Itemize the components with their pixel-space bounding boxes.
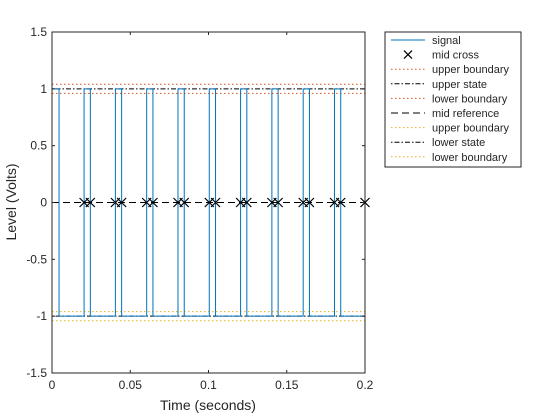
y-tick-label: -1.5: [26, 366, 47, 380]
mid-cross-markers: [79, 197, 370, 208]
legend-label: upper boundary: [432, 64, 510, 76]
y-axis: -1.5 -1 -0.5 0 0.5 1 1.5: [26, 25, 365, 380]
legend-entry: upper boundary: [391, 123, 510, 135]
x-tick-label: 0.2: [357, 378, 374, 392]
legend-label: lower state: [432, 137, 485, 149]
legend-label: upper state: [432, 79, 487, 91]
y-tick-label: 1: [40, 82, 47, 96]
x-tick-label: 0.05: [119, 378, 143, 392]
legend-label: lower boundary: [432, 152, 508, 164]
legend-label: upper boundary: [432, 123, 510, 135]
mid-cross-marker: [241, 197, 252, 208]
legend-entry: signal: [391, 35, 461, 47]
legend: signal mid cross upper boundary upper state…: [384, 31, 522, 168]
legend-entry: upper boundary: [391, 64, 510, 76]
y-tick-label: 0.5: [30, 139, 47, 153]
signal-series: [52, 88, 365, 317]
mid-cross-marker: [304, 197, 315, 208]
x-tick-label: 0.15: [275, 378, 299, 392]
legend-label: lower boundary: [432, 93, 508, 105]
x-axis: 0 0.05 0.1 0.15 0.2: [49, 32, 374, 392]
legend-entry: mid reference: [391, 108, 499, 120]
legend-label: mid cross: [432, 50, 480, 62]
x-tick-label: 0: [49, 378, 56, 392]
legend-entry: lower boundary: [391, 93, 508, 105]
legend-entry: upper state: [391, 79, 487, 91]
signal-line: [52, 88, 365, 317]
legend-entry: mid cross: [403, 50, 480, 62]
y-tick-label: -1: [36, 309, 47, 323]
mid-cross-marker: [179, 197, 190, 208]
mid-cross-marker: [148, 197, 158, 208]
mid-cross-marker: [85, 197, 96, 208]
x-axis-label: Time (seconds): [160, 397, 256, 413]
legend-label: signal: [432, 35, 461, 47]
y-tick-label: 1.5: [30, 25, 47, 39]
mid-cross-marker: [335, 197, 346, 208]
legend-label: mid reference: [432, 108, 499, 120]
y-axis-label: Level (Volts): [3, 163, 19, 240]
mid-cross-marker: [116, 197, 127, 208]
y-tick-label: -0.5: [26, 252, 47, 266]
legend-entry: lower state: [391, 137, 485, 149]
legend-entry: lower boundary: [391, 152, 508, 164]
x-tick-label: 0.1: [200, 378, 217, 392]
mid-cross-marker: [210, 197, 221, 208]
y-tick-label: 0: [40, 196, 47, 210]
mid-cross-marker: [273, 197, 284, 208]
